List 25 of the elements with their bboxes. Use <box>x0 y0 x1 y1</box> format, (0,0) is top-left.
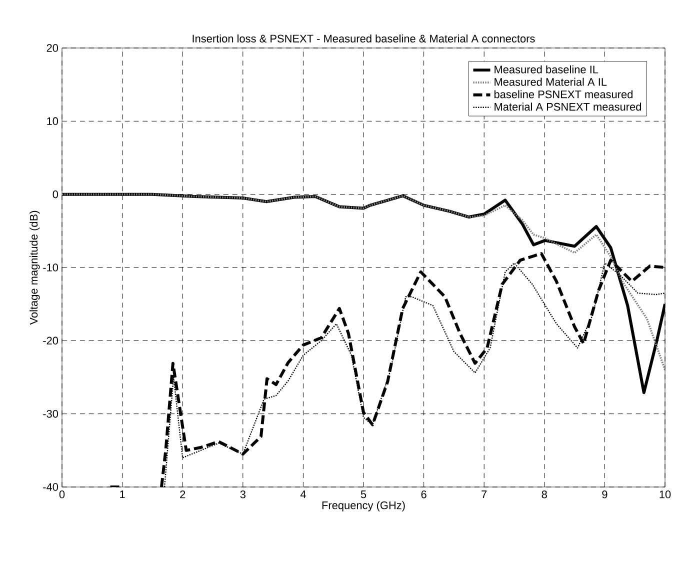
x-axis-title: Frequency (GHz) <box>322 501 405 512</box>
x-tick-label: 3 <box>240 490 246 498</box>
x-tick-label: 9 <box>602 490 608 498</box>
legend-label: Measured baseline IL <box>494 65 598 74</box>
legend-label: Material A PSNEXT measured <box>494 102 642 111</box>
chart-title: Insertion loss & PSNEXT - Measured baseline & Material A connectors <box>192 34 535 42</box>
y-tick-label: 10 <box>47 117 58 126</box>
x-tick-label: 8 <box>542 490 547 498</box>
x-tick-label: 7 <box>482 490 487 498</box>
legend-label: Measured Material A IL <box>494 78 607 86</box>
y-tick-label: -40 <box>43 483 58 491</box>
x-tick-label: 4 <box>300 490 306 498</box>
x-tick-label: 5 <box>360 490 366 498</box>
y-tick-label: 0 <box>52 190 58 198</box>
y-tick-label: -20 <box>43 336 58 345</box>
y-axis-title: Voltage magnitude (dB) <box>30 210 40 325</box>
y-tick-label: 20 <box>46 44 58 52</box>
y-tick-label: -30 <box>43 410 58 418</box>
x-tick-label: 2 <box>180 490 186 498</box>
x-tick-label: 10 <box>660 490 671 498</box>
legend-label: baseline PSNEXT measured <box>494 90 632 98</box>
x-tick-label: 6 <box>421 490 426 498</box>
y-tick-label: -10 <box>43 264 58 272</box>
x-tick-label: 1 <box>120 490 125 498</box>
x-tick-label: 0 <box>59 490 65 498</box>
